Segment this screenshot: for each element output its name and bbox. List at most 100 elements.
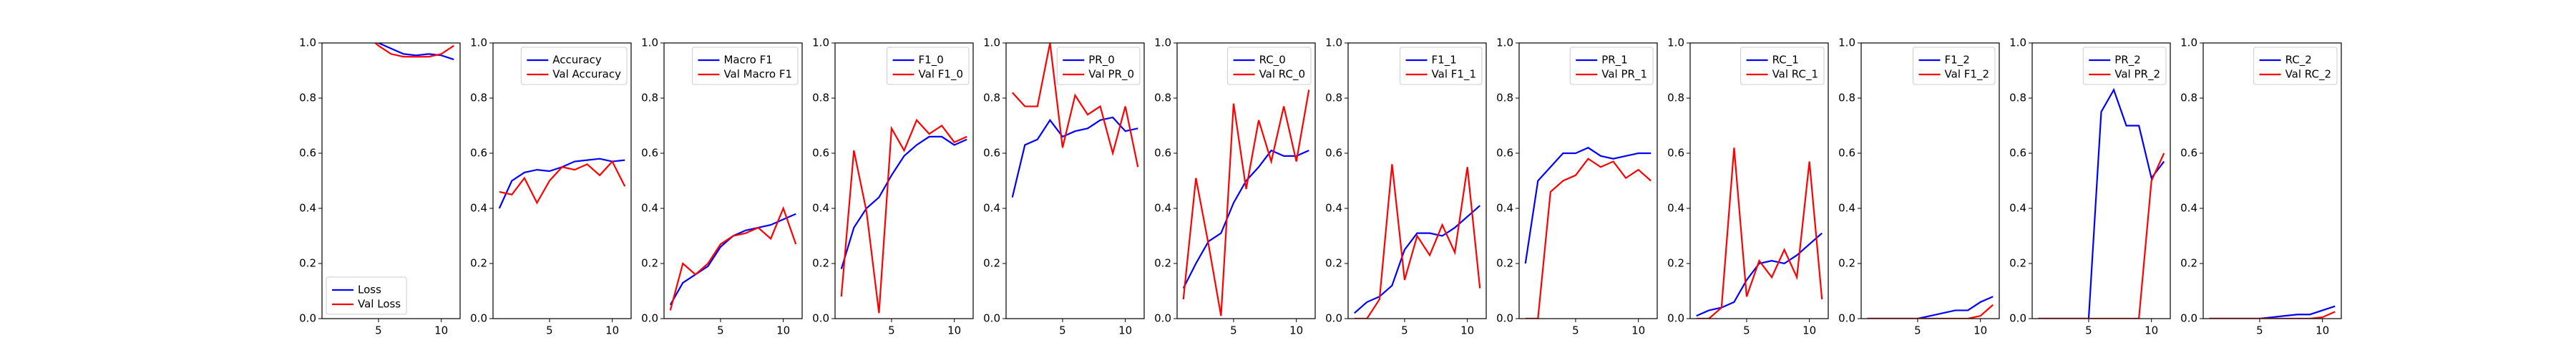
legend-label: PR_0 xyxy=(1088,54,1115,67)
y-tick-label: 0.8 xyxy=(983,92,1000,105)
legend-label: PR_2 xyxy=(2114,54,2141,67)
axes-frame xyxy=(834,42,974,319)
y-tick-label: 1.0 xyxy=(1496,37,1513,49)
axes-frame xyxy=(1347,42,1487,319)
legend-label: Val RC_2 xyxy=(2285,68,2331,82)
legend-label: Macro F1 xyxy=(723,54,772,67)
legend-label: Val Accuracy xyxy=(552,68,621,81)
legend-label: Val Loss xyxy=(358,298,401,311)
y-tick-label: 0.6 xyxy=(2009,147,2026,160)
x-tick-label: 10 xyxy=(1802,324,1816,337)
y-tick-label: 0.6 xyxy=(983,147,1000,160)
y-tick-label: 0.8 xyxy=(2009,92,2026,105)
series-line xyxy=(374,43,454,58)
y-tick-label: 0.0 xyxy=(1667,312,1684,325)
axes-frame xyxy=(1005,42,1145,319)
y-tick-label: 1.0 xyxy=(1154,37,1171,49)
axes-frame xyxy=(321,42,461,319)
y-tick-label: 0.6 xyxy=(1154,147,1171,160)
series-line xyxy=(840,135,967,270)
y-tick-label: 0.2 xyxy=(1325,257,1342,270)
x-tick-label: 10 xyxy=(605,324,619,337)
y-tick-label: 1.0 xyxy=(299,37,316,49)
x-tick-label: 5 xyxy=(1059,324,1066,337)
y-tick-label: 0.2 xyxy=(1154,257,1171,270)
legend-label: Val F1_2 xyxy=(1945,68,1989,82)
y-tick-label: 0.8 xyxy=(299,92,316,105)
y-tick-label: 0.6 xyxy=(1325,147,1342,160)
y-tick-label: 0.4 xyxy=(2009,202,2026,215)
y-tick-label: 0.0 xyxy=(983,312,1000,325)
y-tick-label: 0.0 xyxy=(1325,312,1342,325)
series-line xyxy=(498,158,625,209)
y-tick-label: 0.6 xyxy=(2180,147,2197,160)
y-tick-label: 0.8 xyxy=(1667,92,1684,105)
y-tick-label: 0.8 xyxy=(1325,92,1342,105)
series-line xyxy=(2209,311,2336,319)
x-tick-label: 10 xyxy=(776,324,790,337)
x-tick-label: 5 xyxy=(1401,324,1408,337)
y-tick-label: 0.2 xyxy=(470,257,487,270)
y-tick-label: 0.8 xyxy=(1154,92,1171,105)
x-tick-label: 5 xyxy=(717,324,724,337)
subplot: 0.0 0.2 0.4 0.6 0.8 1.0 5 10 Loss Val Loss xyxy=(299,37,461,337)
y-tick-label: 0.4 xyxy=(1838,202,1855,215)
y-tick-label: 0.0 xyxy=(470,312,487,325)
y-tick-label: 0.4 xyxy=(983,202,1000,215)
legend-label: Val F1_1 xyxy=(1432,68,1476,82)
series-line xyxy=(1354,205,1480,314)
y-tick-label: 0.2 xyxy=(2009,257,2026,270)
axes-frame xyxy=(1689,42,1829,319)
y-tick-label: 0.4 xyxy=(1325,202,1342,215)
x-tick-label: 10 xyxy=(1974,324,1987,337)
x-tick-label: 10 xyxy=(947,324,961,337)
legend-label: F1_0 xyxy=(919,54,944,67)
y-tick-label: 0.8 xyxy=(2180,92,2197,105)
y-tick-label: 1.0 xyxy=(1325,37,1342,49)
y-tick-label: 0.4 xyxy=(1496,202,1513,215)
y-tick-label: 0.8 xyxy=(641,92,658,105)
y-tick-label: 0.2 xyxy=(1667,257,1684,270)
y-tick-label: 0.4 xyxy=(1667,202,1684,215)
y-tick-label: 0.0 xyxy=(1496,312,1513,325)
y-tick-label: 0.0 xyxy=(1154,312,1171,325)
y-tick-label: 0.4 xyxy=(1154,202,1171,215)
x-tick-label: 5 xyxy=(888,324,895,337)
x-tick-label: 10 xyxy=(1460,324,1474,337)
series-line xyxy=(1867,304,1994,319)
y-tick-label: 0.2 xyxy=(1496,257,1513,270)
x-tick-label: 10 xyxy=(1631,324,1645,337)
legend-label: F1_1 xyxy=(1432,54,1457,67)
x-tick-label: 5 xyxy=(1914,324,1921,337)
series-line xyxy=(2038,153,2165,319)
series-line xyxy=(377,43,454,61)
y-tick-label: 0.2 xyxy=(2180,257,2197,270)
series-line xyxy=(1182,149,1309,289)
y-tick-label: 0.0 xyxy=(641,312,658,325)
y-tick-label: 0.0 xyxy=(812,312,829,325)
series-line xyxy=(1696,147,1823,319)
series-line xyxy=(1354,164,1481,319)
legend-label: Val PR_0 xyxy=(1088,68,1134,82)
x-tick-label: 10 xyxy=(2316,324,2329,337)
series-line xyxy=(1011,116,1138,198)
series-line xyxy=(1182,90,1310,316)
y-tick-label: 0.8 xyxy=(1838,92,1855,105)
legend-label: RC_2 xyxy=(2285,54,2312,67)
y-tick-label: 0.2 xyxy=(641,257,658,270)
series-line xyxy=(1696,232,1823,317)
y-tick-label: 0.6 xyxy=(1838,147,1855,160)
legend-label: RC_0 xyxy=(1259,54,1286,67)
legend-label: Val F1_0 xyxy=(919,68,963,82)
x-tick-label: 5 xyxy=(1743,324,1750,337)
y-tick-label: 0.2 xyxy=(983,257,1000,270)
